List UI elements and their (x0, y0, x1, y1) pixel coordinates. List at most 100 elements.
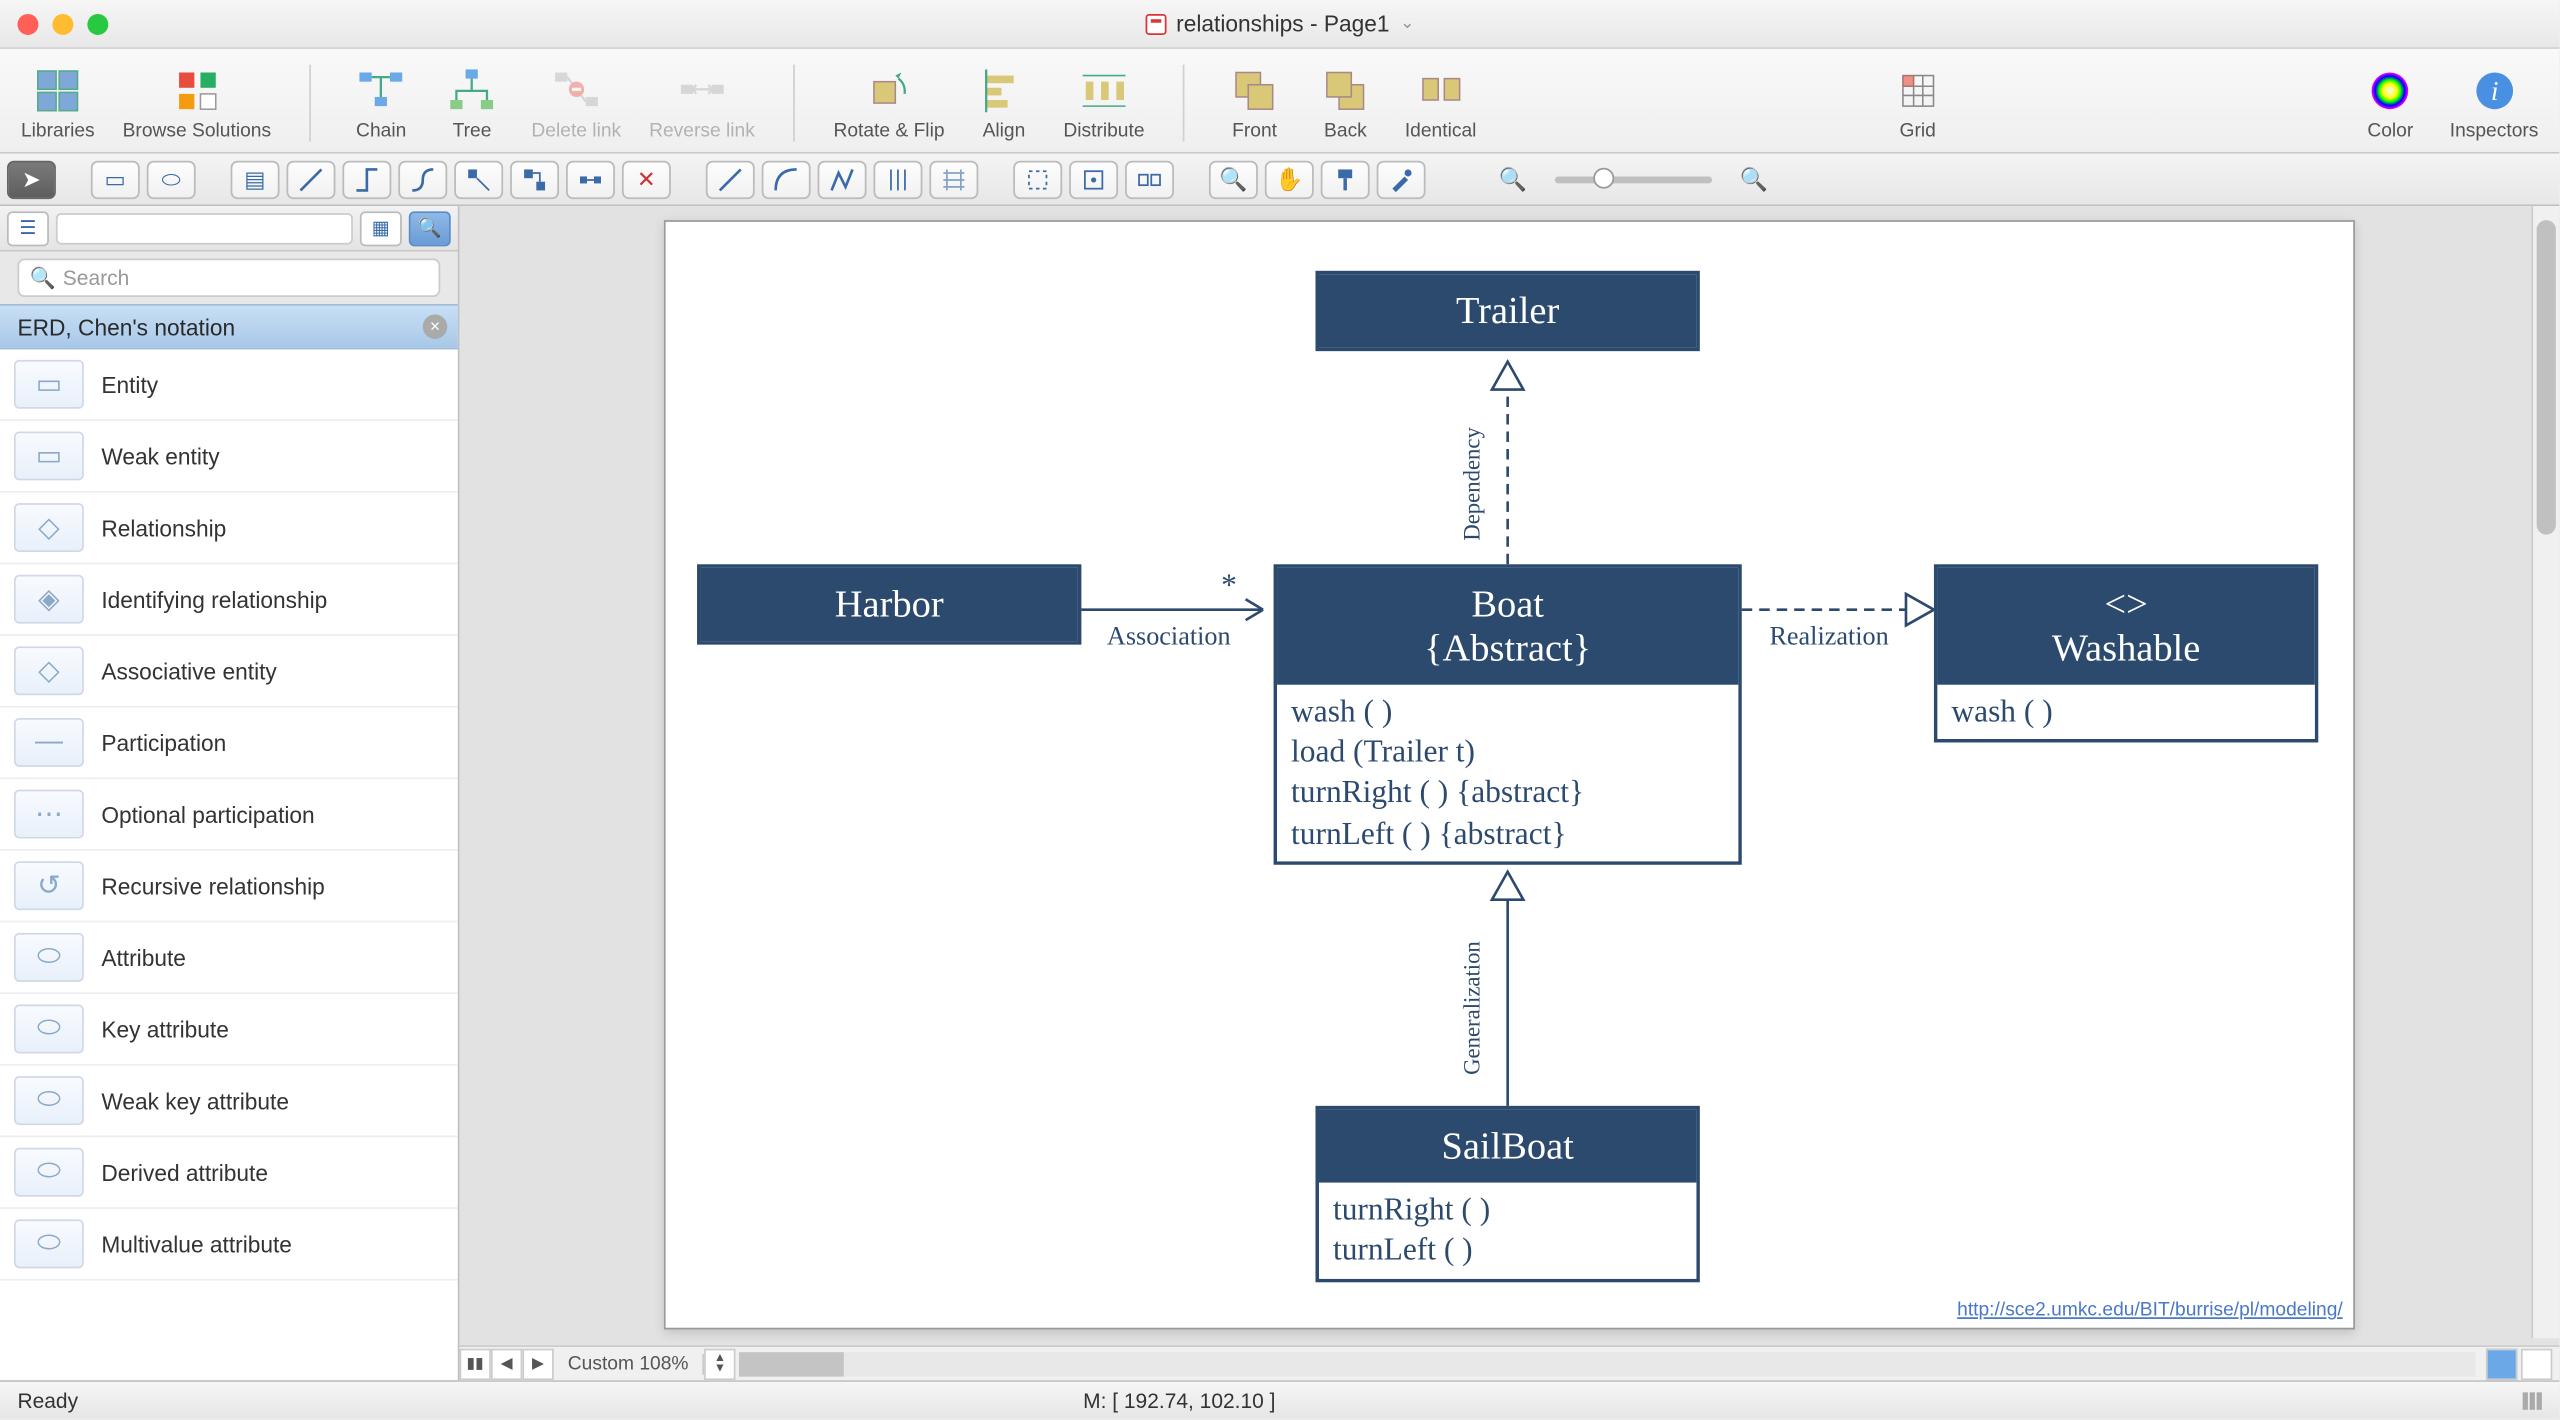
sidebar-mode-grid[interactable]: ▦ (360, 211, 402, 246)
zoom-label[interactable]: Custom 108% (554, 1353, 704, 1374)
rotate-flip-button[interactable]: Rotate & Flip (826, 60, 951, 144)
shape-item[interactable]: ⋯Optional participation (0, 779, 458, 851)
vertical-scrollbar[interactable] (2531, 206, 2559, 1338)
sidebar-filter-input[interactable] (56, 212, 353, 243)
shape-item-label: Recursive relationship (101, 873, 324, 899)
back-button[interactable]: Back (1307, 60, 1384, 144)
shape-item[interactable]: ◈Identifying relationship (0, 564, 458, 636)
tree-button[interactable]: Tree (434, 60, 511, 144)
connector-tool-4[interactable] (454, 160, 503, 198)
snap-tool-3[interactable] (1125, 160, 1174, 198)
identical-button[interactable]: Identical (1398, 60, 1484, 144)
document-icon (1145, 13, 1166, 34)
align-button[interactable]: Align (966, 60, 1043, 144)
shape-item[interactable]: ⬭Multivalue attribute (0, 1209, 458, 1281)
shape-item[interactable]: —Participation (0, 708, 458, 780)
delete-tool[interactable]: ✕ (622, 160, 671, 198)
zoom-slider[interactable] (1555, 176, 1712, 183)
zoom-window-button[interactable] (87, 13, 108, 34)
shape-thumb-icon: ▭ (14, 360, 84, 409)
page[interactable]: * Association Realization Dependency (664, 220, 2355, 1329)
page-prev-button[interactable]: ◀ (491, 1348, 522, 1379)
pan-tool[interactable]: ✋ (1265, 160, 1314, 198)
zoom-out-button[interactable]: 🔍 (1488, 160, 1537, 198)
resize-grip[interactable] (2523, 1391, 2542, 1408)
shape-item-label: Optional participation (101, 801, 314, 827)
shape-item-label: Derived attribute (101, 1159, 268, 1185)
uml-class-box[interactable]: <>Washablewash ( ) (1934, 564, 2318, 742)
sidebar-toolbar: ☰ ▦ 🔍 (0, 206, 458, 251)
shape-item[interactable]: ◇Relationship (0, 493, 458, 565)
grid-tool-1[interactable] (874, 160, 923, 198)
shape-item-label: Multivalue attribute (101, 1231, 292, 1257)
sidebar-section-header[interactable]: ERD, Chen's notation × (0, 304, 458, 349)
grid-button[interactable]: Grid (1879, 60, 1956, 144)
uml-class-box[interactable]: SailBoatturnRight ( )turnLeft ( ) (1315, 1106, 1699, 1282)
uml-class-box[interactable]: Harbor (697, 564, 1081, 644)
search-placeholder: Search (63, 266, 129, 290)
sidebar-mode-list[interactable]: ☰ (7, 211, 49, 246)
connector-tool-1[interactable] (287, 160, 336, 198)
page-next-button[interactable]: ▶ (522, 1348, 553, 1379)
zoom-in-button[interactable]: 🔍 (1730, 160, 1779, 198)
libraries-button[interactable]: Libraries (14, 60, 102, 144)
uml-class-box[interactable]: Trailer (1315, 271, 1699, 351)
shape-item[interactable]: ▭Weak entity (0, 421, 458, 493)
secondary-toolbar: ➤ ▭ ⬭ ▤ ✕ 🔍 ✋ 🔍 🔍 (0, 154, 2559, 206)
connector-tool-2[interactable] (342, 160, 391, 198)
general-label: Generalization (1460, 941, 1485, 1075)
browse-solutions-button[interactable]: Browse Solutions (116, 60, 278, 144)
ellipse-tool[interactable]: ⬭ (147, 160, 196, 198)
distribute-button[interactable]: Distribute (1056, 60, 1151, 144)
shape-item[interactable]: ⬭Derived attribute (0, 1137, 458, 1209)
view-mode-1[interactable] (2486, 1348, 2517, 1379)
sidebar-section-close[interactable]: × (423, 314, 447, 338)
connector-tool-3[interactable] (398, 160, 447, 198)
connector-tool-6[interactable] (566, 160, 615, 198)
zoom-tool[interactable]: 🔍 (1209, 160, 1258, 198)
minimize-window-button[interactable] (52, 13, 73, 34)
close-window-button[interactable] (17, 13, 38, 34)
titlebar: relationships - Page1 ⌄ (0, 0, 2559, 49)
snap-tool-2[interactable] (1069, 160, 1118, 198)
shape-item[interactable]: ▭ Entity (0, 349, 458, 421)
curve-tool[interactable] (762, 160, 811, 198)
connector-tool-5[interactable] (510, 160, 559, 198)
format-painter-tool[interactable] (1321, 160, 1370, 198)
shape-list: ▭ Entity ▭Weak entity◇Relationship◈Identif… (0, 349, 458, 1380)
view-mode-2[interactable] (2521, 1348, 2552, 1379)
inspectors-button[interactable]: iInspectors (2443, 60, 2546, 144)
shape-item[interactable]: ⬭Key attribute (0, 994, 458, 1066)
sidebar-search-input[interactable]: 🔍 Search (17, 259, 440, 297)
page-pause-button[interactable]: ▮▮ (459, 1348, 490, 1379)
grid-tool-2[interactable] (929, 160, 978, 198)
shape-item[interactable]: ↺ Recursive relationship (0, 851, 458, 923)
credit-link[interactable]: http://sce2.umkc.edu/BIT/burrise/pl/mode… (1957, 1300, 2343, 1321)
rect-tool[interactable]: ▭ (91, 160, 140, 198)
shape-item-label: Key attribute (101, 1016, 229, 1042)
snap-tool-1[interactable] (1013, 160, 1062, 198)
front-button[interactable]: Front (1216, 60, 1293, 144)
color-button[interactable]: Color (2352, 60, 2429, 144)
polyline-tool[interactable] (818, 160, 867, 198)
uml-class-box[interactable]: Boat{Abstract}wash ( )load (Trailer t)tu… (1274, 564, 1742, 865)
app-window: relationships - Page1 ⌄ Libraries Browse… (0, 0, 2559, 1419)
pointer-tool[interactable]: ➤ (7, 160, 56, 198)
sidebar-mode-search[interactable]: 🔍 (409, 211, 451, 246)
document-title[interactable]: relationships - Page1 ⌄ (1145, 10, 1415, 36)
shape-item[interactable]: ◇Associative entity (0, 636, 458, 708)
sidebar-section-title: ERD, Chen's notation (17, 314, 235, 340)
shape-item[interactable]: ⬭Weak key attribute (0, 1066, 458, 1138)
shape-item-label: Entity (101, 371, 158, 397)
shape-item-label: Weak key attribute (101, 1088, 289, 1114)
shape-item[interactable]: ⬭Attribute (0, 922, 458, 994)
chain-button[interactable]: Chain (343, 60, 420, 144)
body: ☰ ▦ 🔍 🔍 Search ERD, Chen's notation × ▭ E… (0, 206, 2559, 1380)
line-tool[interactable] (706, 160, 755, 198)
zoom-stepper[interactable]: ▲▼ (704, 1348, 735, 1379)
eyedropper-tool[interactable] (1377, 160, 1426, 198)
text-tool[interactable]: ▤ (231, 160, 280, 198)
shape-thumb-icon: ↺ (14, 861, 84, 910)
horizontal-scrollbar[interactable] (739, 1351, 2475, 1375)
canvas-scroll[interactable]: * Association Realization Dependency (459, 206, 2559, 1345)
